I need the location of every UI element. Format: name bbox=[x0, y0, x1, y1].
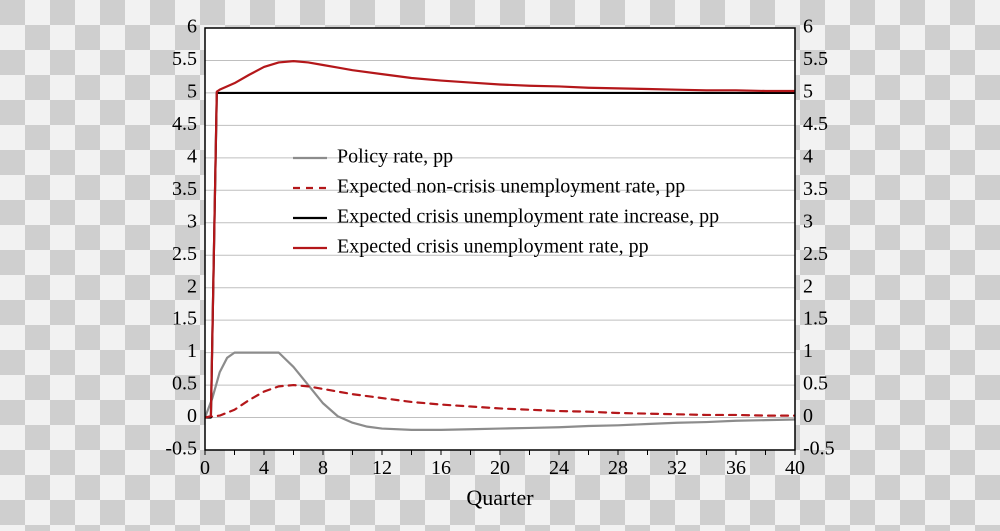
y-tick-label-left: 0 bbox=[187, 405, 197, 427]
y-tick-label-right: 1 bbox=[803, 340, 813, 362]
y-tick-label-right: 0.5 bbox=[803, 373, 828, 395]
y-tick-label-right: 3 bbox=[803, 210, 813, 232]
legend-label-expected_crisis_unemp: Expected crisis unemployment rate, pp bbox=[337, 236, 649, 258]
legend-label-policy_rate: Policy rate, pp bbox=[337, 146, 453, 168]
x-tick-label: 0 bbox=[200, 457, 210, 479]
y-tick-label-right: 5 bbox=[803, 81, 813, 103]
y-tick-label-left: 3.5 bbox=[172, 178, 197, 200]
x-tick-label: 40 bbox=[785, 457, 805, 479]
x-tick-label: 32 bbox=[667, 457, 687, 479]
y-tick-label-left: 4 bbox=[187, 145, 197, 167]
y-tick-label-left: 3 bbox=[187, 210, 197, 232]
y-tick-label-right: -0.5 bbox=[803, 438, 835, 460]
x-tick-label: 4 bbox=[259, 457, 269, 479]
x-tick-label: 12 bbox=[372, 457, 392, 479]
y-tick-label-left: 5 bbox=[187, 81, 197, 103]
x-tick-label: 28 bbox=[608, 457, 628, 479]
chart-container: -0.5-0.5000.50.5111.51.5222.52.5333.53.5… bbox=[0, 0, 1000, 531]
y-tick-label-left: 0.5 bbox=[172, 373, 197, 395]
x-axis-title: Quarter bbox=[466, 485, 534, 510]
x-tick-label: 36 bbox=[726, 457, 746, 479]
y-tick-label-left: 5.5 bbox=[172, 48, 197, 70]
y-tick-label-left: 1.5 bbox=[172, 308, 197, 330]
y-tick-label-right: 6 bbox=[803, 16, 813, 38]
y-tick-label-left: 2 bbox=[187, 275, 197, 297]
y-tick-label-left: 2.5 bbox=[172, 243, 197, 265]
chart-svg: -0.5-0.5000.50.5111.51.5222.52.5333.53.5… bbox=[0, 0, 1000, 531]
legend-label-expected_noncrisis_unemp: Expected non-crisis unemployment rate, p… bbox=[337, 176, 685, 198]
x-tick-label: 24 bbox=[549, 457, 569, 479]
y-tick-label-left: 6 bbox=[187, 16, 197, 38]
y-tick-label-right: 5.5 bbox=[803, 48, 828, 70]
y-tick-label-right: 2 bbox=[803, 275, 813, 297]
x-tick-label: 16 bbox=[431, 457, 451, 479]
y-tick-label-right: 2.5 bbox=[803, 243, 828, 265]
legend-label-expected_crisis_unemp_increase: Expected crisis unemployment rate increa… bbox=[337, 206, 719, 228]
y-tick-label-right: 3.5 bbox=[803, 178, 828, 200]
y-tick-label-left: -0.5 bbox=[165, 438, 197, 460]
y-tick-label-right: 4 bbox=[803, 145, 813, 167]
y-tick-label-right: 1.5 bbox=[803, 308, 828, 330]
y-tick-label-right: 0 bbox=[803, 405, 813, 427]
y-tick-label-left: 4.5 bbox=[172, 113, 197, 135]
y-tick-label-right: 4.5 bbox=[803, 113, 828, 135]
y-tick-label-left: 1 bbox=[187, 340, 197, 362]
x-tick-label: 8 bbox=[318, 457, 328, 479]
x-tick-label: 20 bbox=[490, 457, 510, 479]
